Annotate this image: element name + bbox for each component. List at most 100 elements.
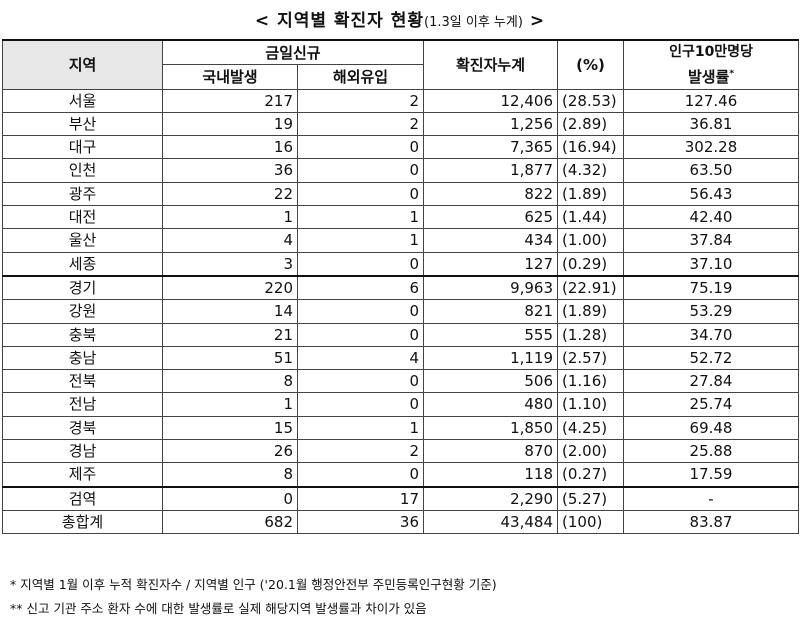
rate-cell: 127.46 bbox=[623, 88, 800, 113]
overseas-cell: 0 bbox=[296, 181, 425, 207]
domestic-cell: 1 bbox=[162, 392, 298, 417]
domestic-cell: 16 bbox=[162, 135, 298, 160]
pct-cell: (4.25) bbox=[557, 415, 625, 441]
table-row: 대구 16 0 7,365 (16.94) 302.28 bbox=[2, 135, 800, 160]
rate-cell: 75.19 bbox=[623, 274, 800, 301]
cumulative-cell: 870 bbox=[423, 439, 559, 464]
pct-cell: (1.16) bbox=[557, 369, 625, 394]
region-cell: 제주 bbox=[2, 462, 163, 488]
cumulative-cell: 12,406 bbox=[423, 88, 559, 113]
cumulative-cell: 9,963 bbox=[423, 274, 559, 301]
pct-cell: (1.89) bbox=[557, 299, 625, 324]
region-cell: 경북 bbox=[2, 415, 163, 441]
rate-cell: 25.88 bbox=[623, 439, 800, 464]
table-row: 총합계 682 36 43,484 (100) 83.87 bbox=[2, 509, 800, 535]
overseas-cell: 0 bbox=[296, 135, 425, 160]
cumulative-cell: 821 bbox=[423, 299, 559, 324]
overseas-cell: 0 bbox=[296, 392, 425, 417]
domestic-cell: 51 bbox=[162, 345, 298, 371]
overseas-cell: 0 bbox=[296, 251, 425, 277]
overseas-cell: 0 bbox=[296, 158, 425, 183]
table-row: 울산 4 1 434 (1.00) 37.84 bbox=[2, 228, 800, 253]
overseas-cell: 6 bbox=[296, 274, 425, 301]
pct-cell: (16.94) bbox=[557, 135, 625, 160]
pct-cell: (5.27) bbox=[557, 485, 625, 511]
overseas-cell: 1 bbox=[296, 205, 425, 230]
rate-cell: 17.59 bbox=[623, 462, 800, 488]
domestic-cell: 26 bbox=[162, 439, 298, 464]
table-row: 제주 8 0 118 (0.27) 17.59 bbox=[2, 462, 800, 488]
overseas-cell: 0 bbox=[296, 369, 425, 394]
region-cell: 경기 bbox=[2, 274, 163, 301]
region-cell: 전북 bbox=[2, 369, 163, 394]
region-cell: 세종 bbox=[2, 251, 163, 277]
cumulative-cell: 1,256 bbox=[423, 111, 559, 137]
header-new-today: 금일신규 bbox=[161, 39, 425, 66]
table-row: 충북 21 0 555 (1.28) 34.70 bbox=[2, 322, 800, 347]
cumulative-cell: 2,290 bbox=[423, 485, 559, 511]
region-cell: 강원 bbox=[2, 299, 163, 324]
title-main: < 지역별 확진자 현황 bbox=[254, 11, 425, 31]
table-row: 세종 3 0 127 (0.29) 37.10 bbox=[2, 251, 800, 277]
table-row: 대전 1 1 625 (1.44) 42.40 bbox=[2, 205, 800, 230]
rate-cell: 52.72 bbox=[623, 345, 800, 371]
cumulative-cell: 822 bbox=[423, 181, 559, 207]
domestic-cell: 36 bbox=[162, 158, 298, 183]
title-sub: (1.3일 이후 누계) bbox=[424, 15, 523, 30]
rate-cell: 36.81 bbox=[623, 111, 800, 137]
domestic-cell: 8 bbox=[162, 369, 298, 394]
region-stats-table: 지역 금일신규 확진자누계 (%) 인구10만명당 발생률* 국내발생 해외유입… bbox=[2, 38, 800, 535]
domestic-cell: 0 bbox=[162, 485, 298, 511]
footnote-2: ** 신고 기관 주소 환자 수에 대한 발생률로 실제 해당지역 발생률과 차… bbox=[10, 601, 427, 616]
table-row: 전북 8 0 506 (1.16) 27.84 bbox=[2, 369, 800, 394]
rate-cell: - bbox=[623, 485, 800, 511]
rate-cell: 53.29 bbox=[623, 299, 800, 324]
rate-cell: 25.74 bbox=[623, 392, 800, 417]
domestic-cell: 217 bbox=[162, 88, 298, 113]
header-rate: 인구10만명당 발생률* bbox=[623, 38, 800, 90]
header-domestic: 국내발생 bbox=[162, 64, 298, 90]
pct-cell: (1.28) bbox=[557, 322, 625, 347]
rate-cell: 37.84 bbox=[623, 228, 800, 253]
domestic-cell: 21 bbox=[162, 322, 298, 347]
region-cell: 인천 bbox=[2, 158, 163, 183]
rate-cell: 69.48 bbox=[623, 415, 800, 441]
overseas-cell: 0 bbox=[296, 462, 425, 488]
rate-cell: 37.10 bbox=[623, 251, 800, 277]
header-pct: (%) bbox=[557, 38, 625, 90]
table-row: 검역 0 17 2,290 (5.27) - bbox=[2, 485, 800, 511]
region-cell: 경남 bbox=[2, 439, 163, 464]
domestic-cell: 1 bbox=[162, 205, 298, 230]
pct-cell: (2.89) bbox=[557, 111, 625, 137]
rate-cell: 56.43 bbox=[623, 181, 800, 207]
overseas-cell: 0 bbox=[296, 322, 425, 347]
domestic-cell: 8 bbox=[162, 462, 298, 488]
table-row: 충남 51 4 1,119 (2.57) 52.72 bbox=[2, 345, 800, 371]
header-rate-line2: 발생률 bbox=[687, 68, 730, 87]
title-end: > bbox=[522, 11, 546, 31]
region-cell: 총합계 bbox=[2, 509, 163, 535]
region-cell: 울산 bbox=[2, 228, 163, 253]
domestic-cell: 3 bbox=[162, 251, 298, 277]
domestic-cell: 14 bbox=[162, 299, 298, 324]
cumulative-cell: 555 bbox=[423, 322, 559, 347]
rate-cell: 42.40 bbox=[623, 205, 800, 230]
domestic-cell: 19 bbox=[162, 111, 298, 137]
rate-cell: 83.87 bbox=[623, 509, 800, 535]
overseas-cell: 36 bbox=[296, 509, 425, 535]
rate-cell: 302.28 bbox=[623, 135, 800, 160]
cumulative-cell: 1,850 bbox=[423, 415, 559, 441]
rate-cell: 34.70 bbox=[623, 322, 800, 347]
overseas-cell: 2 bbox=[296, 88, 425, 113]
pct-cell: (2.00) bbox=[557, 439, 625, 464]
pct-cell: (0.27) bbox=[557, 462, 625, 488]
cumulative-cell: 506 bbox=[423, 369, 559, 394]
table-row: 서울 217 2 12,406 (28.53) 127.46 bbox=[2, 88, 800, 113]
header-rate-mark: * bbox=[729, 69, 735, 80]
region-cell: 대구 bbox=[2, 135, 163, 160]
cumulative-cell: 1,119 bbox=[423, 345, 559, 371]
cumulative-cell: 7,365 bbox=[423, 135, 559, 160]
header-region: 지역 bbox=[2, 38, 163, 90]
region-cell: 충남 bbox=[2, 345, 163, 371]
overseas-cell: 0 bbox=[296, 299, 425, 324]
